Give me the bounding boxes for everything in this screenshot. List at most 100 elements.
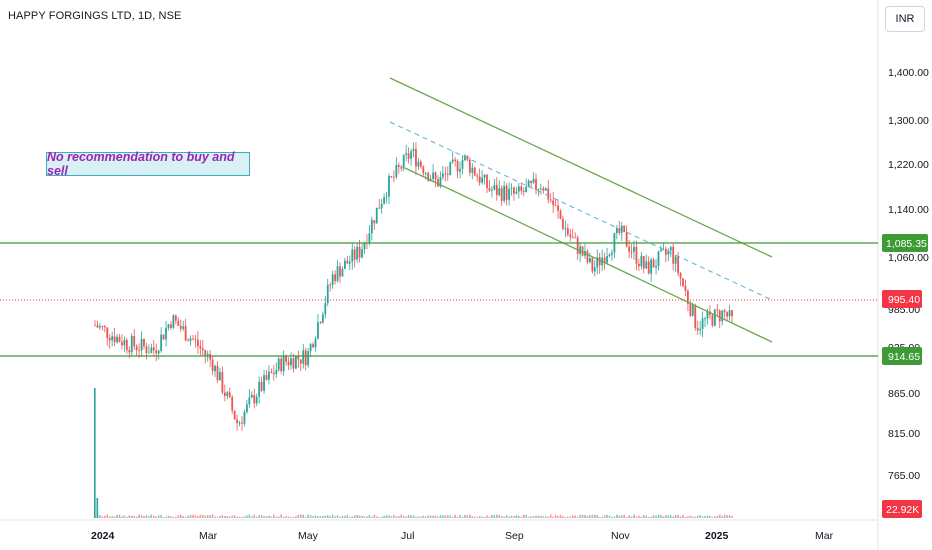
symbol-title: HAPPY FORGINGS LTD, 1D, NSE bbox=[8, 10, 182, 22]
candle-body bbox=[542, 188, 545, 191]
volume-bar bbox=[307, 514, 309, 518]
volume-bar bbox=[420, 516, 422, 518]
volume-bar bbox=[219, 516, 221, 518]
candle-body bbox=[547, 188, 550, 200]
candle-body bbox=[530, 180, 532, 183]
y-tick: 765.00 bbox=[888, 470, 920, 482]
volume-bar bbox=[665, 515, 667, 518]
lower-channel-line[interactable] bbox=[404, 167, 773, 343]
disclaimer-note[interactable]: No recommendation to buy and sell bbox=[46, 150, 250, 178]
volume-bar bbox=[300, 514, 302, 518]
mid-channel-dashed-line[interactable] bbox=[389, 121, 773, 301]
volume-bar bbox=[586, 515, 589, 518]
upper-channel-line[interactable] bbox=[389, 77, 773, 258]
candle-body bbox=[495, 184, 498, 196]
candle-body bbox=[116, 336, 118, 343]
x-tick: Jul bbox=[401, 530, 414, 542]
volume-bar bbox=[157, 515, 160, 518]
volume-bar bbox=[373, 514, 376, 518]
candle-body bbox=[442, 173, 444, 178]
candle-body bbox=[157, 350, 160, 354]
volume-bar bbox=[226, 515, 229, 518]
volume-bar bbox=[611, 516, 613, 518]
volume-bar bbox=[130, 515, 133, 518]
volume-bar bbox=[581, 514, 584, 518]
candle-body bbox=[679, 273, 682, 279]
candle-body bbox=[689, 303, 692, 316]
volume-bar bbox=[398, 516, 400, 518]
volume-bar bbox=[696, 515, 699, 518]
candle-body bbox=[248, 397, 251, 405]
volume-bar bbox=[579, 514, 581, 518]
volume-bar bbox=[138, 514, 140, 518]
volume-bar bbox=[493, 515, 496, 518]
candle-body bbox=[638, 263, 640, 267]
volume-bar bbox=[233, 515, 236, 518]
candle-body bbox=[106, 327, 109, 339]
volume-bar bbox=[268, 515, 270, 518]
candle-body bbox=[241, 422, 243, 424]
volume-bar bbox=[515, 515, 518, 518]
volume-bar bbox=[395, 516, 398, 518]
volume-bar bbox=[513, 516, 515, 518]
candle-body bbox=[444, 173, 447, 175]
candle-body bbox=[155, 350, 158, 354]
volume-bar bbox=[231, 515, 233, 518]
volume-bar bbox=[106, 514, 109, 518]
candle-body bbox=[620, 225, 623, 233]
volume-bar bbox=[687, 516, 689, 518]
currency-button[interactable]: INR bbox=[885, 6, 925, 32]
candle-body bbox=[307, 351, 310, 366]
volume-bar bbox=[674, 515, 677, 518]
candle-body bbox=[711, 315, 714, 326]
candle-body bbox=[390, 176, 393, 177]
candle-body bbox=[674, 256, 677, 264]
candle-body bbox=[272, 372, 275, 375]
volume-bar bbox=[228, 516, 231, 518]
candle-body bbox=[517, 186, 520, 192]
volume-bar bbox=[437, 516, 439, 518]
volume-bar bbox=[192, 514, 194, 518]
candle-body bbox=[329, 284, 332, 286]
candle-body bbox=[317, 322, 319, 339]
candle-body bbox=[593, 267, 596, 272]
volume-bar bbox=[194, 515, 197, 518]
candle-body bbox=[302, 350, 305, 364]
volume-bar bbox=[277, 516, 280, 518]
volume-bar bbox=[706, 515, 709, 518]
candle-body bbox=[488, 187, 491, 191]
volume-bar bbox=[625, 516, 628, 518]
volume-bar bbox=[273, 514, 275, 518]
support-price-badge: 914.65 bbox=[882, 347, 922, 365]
last-price-badge: 995.40 bbox=[882, 290, 922, 308]
candle-body bbox=[417, 161, 420, 167]
volume-bar bbox=[496, 514, 498, 518]
candle-body bbox=[660, 249, 662, 252]
candle-body bbox=[412, 148, 415, 152]
volume-bar bbox=[162, 516, 165, 518]
candle-body bbox=[326, 284, 329, 304]
volume-bar bbox=[537, 515, 540, 518]
volume-bar bbox=[248, 514, 251, 518]
candle-body bbox=[148, 352, 150, 354]
candle-body bbox=[696, 328, 699, 331]
candle-body bbox=[498, 188, 501, 196]
volume-bar bbox=[282, 516, 285, 518]
volume-bar bbox=[324, 515, 327, 518]
volume-bar bbox=[574, 515, 576, 518]
volume-bar bbox=[126, 516, 128, 518]
volume-bar bbox=[346, 515, 349, 518]
volume-bar bbox=[451, 516, 454, 518]
volume-bar bbox=[101, 516, 104, 518]
candle-body bbox=[716, 309, 719, 311]
volume-bar bbox=[454, 514, 456, 518]
volume-bar bbox=[258, 515, 260, 518]
candle-body bbox=[635, 246, 638, 264]
candle-body bbox=[295, 356, 297, 369]
volume-bar bbox=[679, 516, 682, 518]
volume-bar bbox=[302, 514, 305, 518]
candle-body bbox=[121, 341, 123, 346]
volume-bar bbox=[584, 515, 586, 518]
candle-body bbox=[162, 334, 165, 340]
